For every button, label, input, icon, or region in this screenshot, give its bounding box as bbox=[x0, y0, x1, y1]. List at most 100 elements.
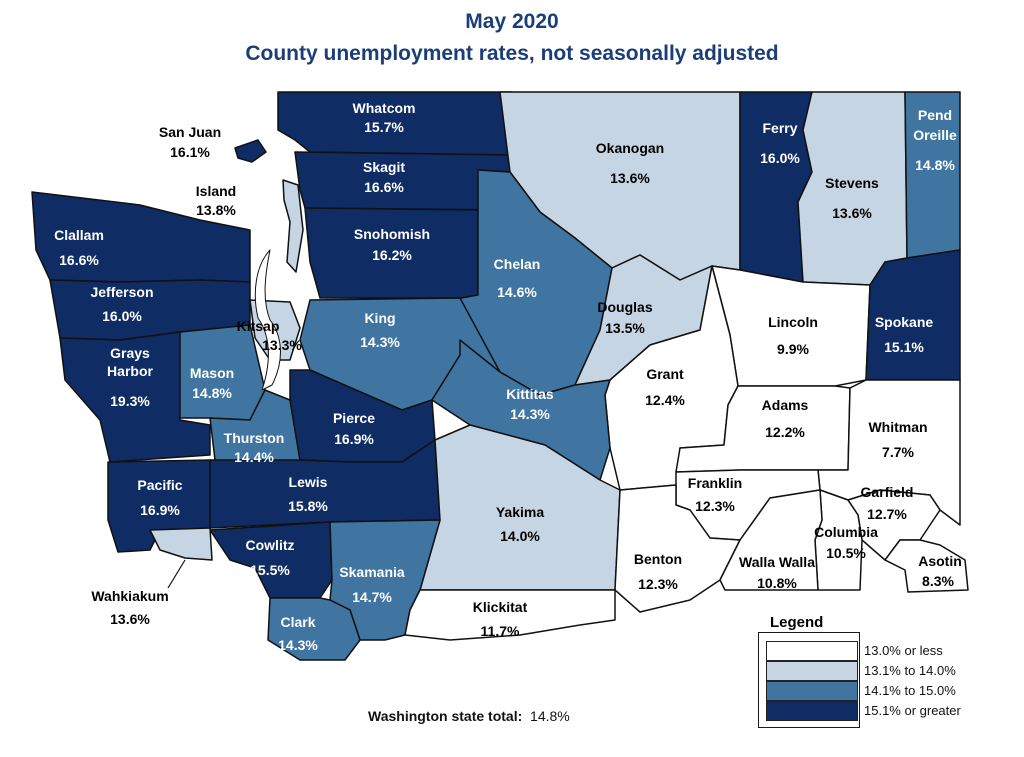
county-rate-jefferson: 16.0% bbox=[102, 308, 142, 324]
county-name-klickitat: Klickitat bbox=[473, 599, 528, 615]
county-rate-stevens: 13.6% bbox=[832, 205, 872, 221]
county-name-lewis: Lewis bbox=[289, 474, 328, 490]
county-name-thurston: Thurston bbox=[224, 430, 285, 446]
county-rate-grays-harbor: 19.3% bbox=[110, 393, 150, 409]
county-san-juan[interactable] bbox=[234, 139, 267, 163]
county-clark[interactable] bbox=[267, 597, 361, 661]
county-rate-grant: 12.4% bbox=[645, 392, 685, 408]
county-rate-clark: 14.3% bbox=[278, 637, 318, 653]
county-name-pierce: Pierce bbox=[333, 410, 375, 426]
county-name-kitsap: Kitsap bbox=[237, 318, 280, 334]
legend-swatch-4 bbox=[766, 701, 858, 721]
legend-swatch-2 bbox=[766, 661, 858, 681]
county-rate-kittitas: 14.3% bbox=[510, 406, 550, 422]
county-rate-wahkiakum: 13.6% bbox=[110, 611, 150, 627]
county-rate-walla-walla: 10.8% bbox=[757, 575, 797, 591]
county-name-skamania: Skamania bbox=[339, 564, 405, 580]
county-rate-adams: 12.2% bbox=[765, 424, 805, 440]
county-name-walla-walla: Walla Walla bbox=[739, 554, 815, 570]
county-rate-cowlitz: 15.5% bbox=[250, 562, 290, 578]
county-name-ferry: Ferry bbox=[762, 120, 797, 136]
county-name-spokane: Spokane bbox=[875, 314, 934, 330]
county-name-king: King bbox=[364, 310, 395, 326]
county-name-whatcom: Whatcom bbox=[353, 100, 416, 116]
county-asotin[interactable] bbox=[884, 539, 969, 593]
state-total-label: Washington state total: bbox=[368, 708, 523, 724]
county-rate-king: 14.3% bbox=[360, 334, 400, 350]
county-wahkiakum[interactable] bbox=[149, 527, 213, 561]
county-rate-whitman: 7.7% bbox=[882, 444, 914, 460]
legend-swatch-3 bbox=[766, 681, 858, 701]
legend-swatch-1 bbox=[766, 641, 858, 661]
county-name-jefferson: Jefferson bbox=[90, 284, 153, 300]
county-name-yakima: Yakima bbox=[496, 504, 544, 520]
county-name-grant: Grant bbox=[646, 366, 684, 382]
legend-label-2: 13.1% to 14.0% bbox=[864, 663, 956, 678]
legend-title: Legend bbox=[770, 614, 824, 631]
county-rate-chelan: 14.6% bbox=[497, 284, 537, 300]
county-name-whitman: Whitman bbox=[868, 419, 927, 435]
county-name-benton: Benton bbox=[634, 551, 682, 567]
county-rate-pend-oreille: 14.8% bbox=[915, 157, 955, 173]
county-rate-lewis: 15.8% bbox=[288, 498, 328, 514]
county-name-san-juan: San Juan bbox=[159, 124, 221, 140]
county-name-mason: Mason bbox=[190, 365, 234, 381]
county-name-pend-oreille-2: Oreille bbox=[913, 127, 957, 143]
county-name-pend-oreille-1: Pend bbox=[918, 107, 952, 123]
county-rate-whatcom: 15.7% bbox=[364, 119, 404, 135]
county-klickitat[interactable] bbox=[404, 589, 616, 641]
county-rate-douglas: 13.5% bbox=[605, 320, 645, 336]
county-rate-kitsap: 13.3% bbox=[262, 337, 302, 353]
county-name-lincoln: Lincoln bbox=[768, 314, 818, 330]
county-name-island: Island bbox=[196, 183, 236, 199]
county-rate-pierce: 16.9% bbox=[334, 431, 374, 447]
legend-label-4: 15.1% or greater bbox=[864, 703, 961, 718]
county-skamania[interactable] bbox=[329, 519, 441, 641]
county-rate-spokane: 15.1% bbox=[884, 339, 924, 355]
county-name-clallam: Clallam bbox=[54, 227, 104, 243]
county-rate-lincoln: 9.9% bbox=[777, 341, 809, 357]
county-name-okanogan: Okanogan bbox=[596, 140, 664, 156]
county-name-asotin: Asotin bbox=[918, 553, 962, 569]
county-name-cowlitz: Cowlitz bbox=[246, 537, 295, 553]
county-name-garfield: Garfield bbox=[861, 484, 914, 500]
county-rate-klickitat: 11.7% bbox=[481, 623, 520, 639]
county-name-wahkiakum: Wahkiakum bbox=[91, 588, 168, 604]
county-rate-snohomish: 16.2% bbox=[372, 247, 412, 263]
county-rate-ferry: 16.0% bbox=[760, 150, 800, 166]
county-name-snohomish: Snohomish bbox=[354, 226, 430, 242]
puget-sound-water bbox=[254, 249, 281, 391]
county-name-douglas: Douglas bbox=[597, 299, 652, 315]
county-rate-skamania: 14.7% bbox=[352, 589, 392, 605]
legend-label-1: 13.0% or less bbox=[864, 643, 943, 658]
wahkiakum-leader-line bbox=[167, 559, 186, 589]
state-total-value: 14.8% bbox=[530, 708, 570, 724]
county-name-franklin: Franklin bbox=[688, 475, 742, 491]
map-title: May 2020 bbox=[465, 10, 559, 33]
county-rate-skagit: 16.6% bbox=[364, 179, 404, 195]
county-name-grays-harbor-1: Grays bbox=[110, 345, 150, 361]
county-rate-thurston: 14.4% bbox=[234, 449, 274, 465]
county-cowlitz[interactable] bbox=[209, 521, 333, 599]
county-rate-okanogan: 13.6% bbox=[610, 170, 650, 186]
county-rate-clallam: 16.6% bbox=[59, 252, 99, 268]
county-rate-yakima: 14.0% bbox=[500, 528, 540, 544]
county-name-stevens: Stevens bbox=[825, 175, 879, 191]
county-rate-san-juan: 16.1% bbox=[170, 144, 210, 160]
county-name-kittitas: Kittitas bbox=[506, 386, 554, 402]
county-rate-franklin: 12.3% bbox=[695, 498, 735, 514]
county-rate-columbia: 10.5% bbox=[826, 545, 866, 561]
county-name-adams: Adams bbox=[762, 397, 809, 413]
county-name-pacific: Pacific bbox=[137, 477, 182, 493]
map-subtitle: County unemployment rates, not seasonall… bbox=[245, 42, 779, 65]
county-name-columbia: Columbia bbox=[814, 524, 878, 540]
county-name-grays-harbor-2: Harbor bbox=[107, 363, 153, 379]
county-rate-benton: 12.3% bbox=[638, 576, 678, 592]
legend-label-3: 14.1% to 15.0% bbox=[864, 683, 956, 698]
county-island[interactable] bbox=[282, 179, 304, 273]
county-name-clark: Clark bbox=[280, 614, 315, 630]
county-grays-harbor[interactable] bbox=[59, 331, 211, 463]
county-walla-walla[interactable] bbox=[719, 489, 823, 591]
county-rate-garfield: 12.7% bbox=[867, 506, 907, 522]
